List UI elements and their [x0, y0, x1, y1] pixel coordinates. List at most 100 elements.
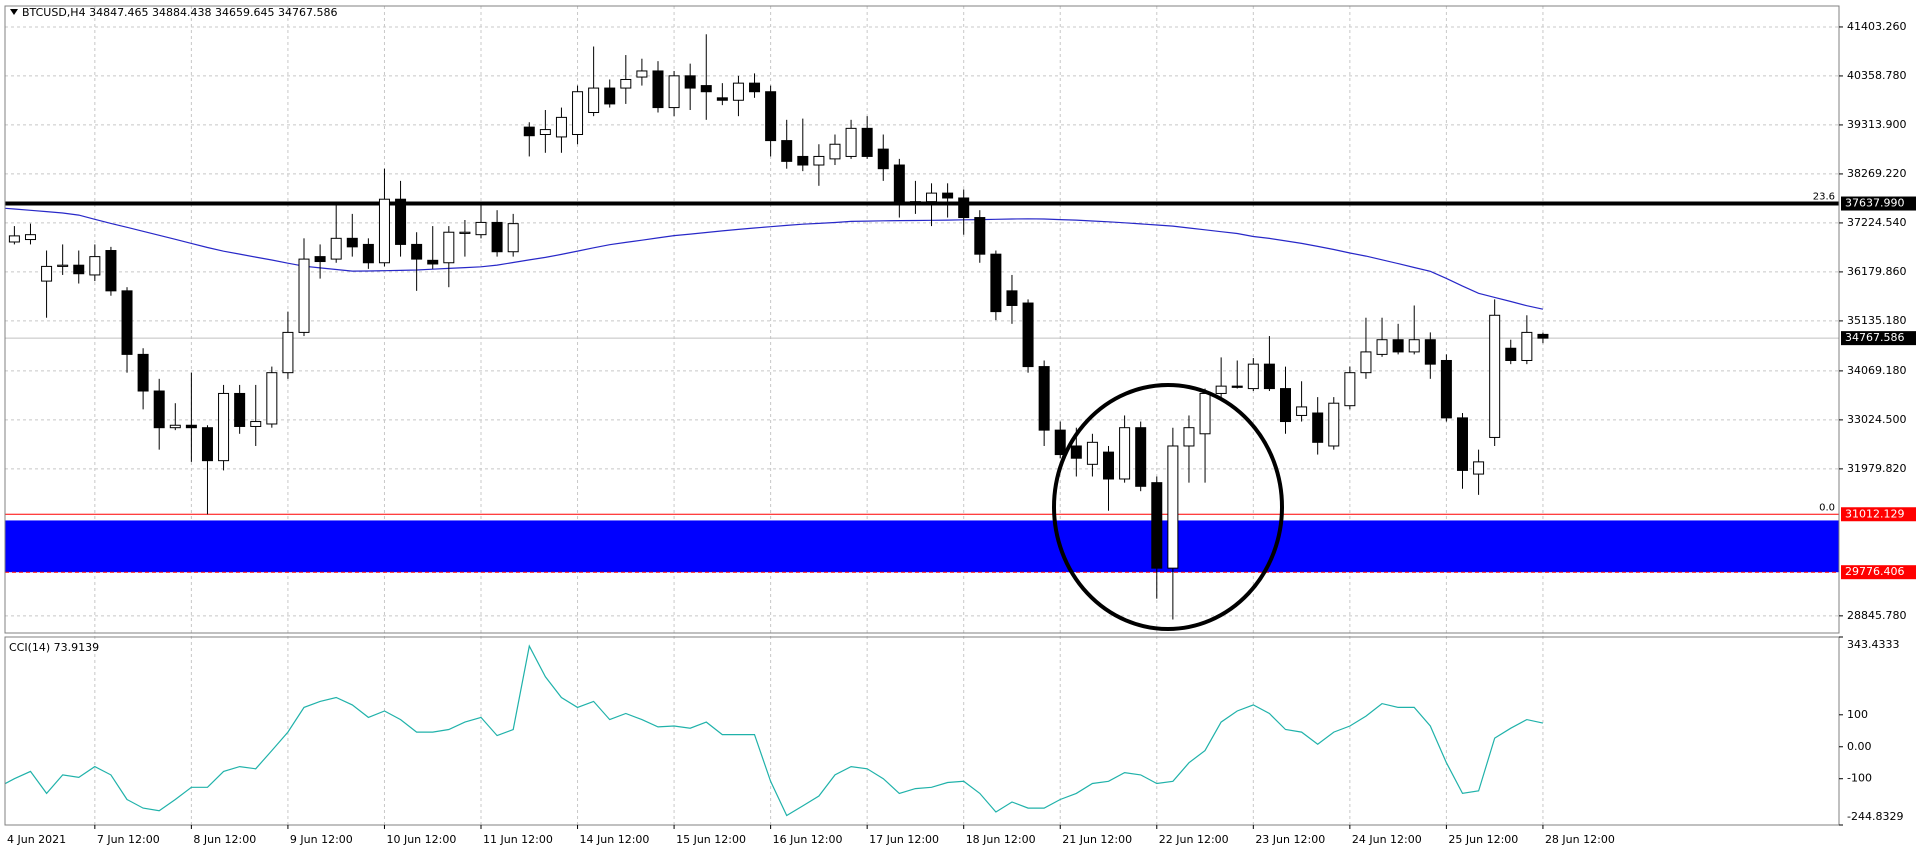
price-pane-border [4, 5, 1840, 634]
candle-body [572, 91, 584, 135]
candle-body [716, 97, 728, 101]
x-tick-label: 28 Jun 12:00 [1545, 833, 1615, 846]
candle-body [1328, 402, 1340, 447]
y-tick-label: 40358.780 [1847, 69, 1907, 82]
candle-body [1054, 429, 1066, 456]
y-tick-label: 37224.540 [1847, 216, 1907, 229]
candle-body [73, 264, 85, 275]
candle-body [555, 116, 567, 138]
fib-label: 0.0 [1819, 502, 1835, 513]
candle-body [1392, 339, 1404, 353]
candle-body [1489, 314, 1501, 438]
candle-body [234, 392, 246, 427]
x-tick-label: 9 Jun 12:00 [290, 833, 353, 846]
y-tick-label: 28845.780 [1847, 609, 1907, 622]
candle-body [1344, 372, 1356, 407]
x-tick-label: 17 Jun 12:00 [869, 833, 939, 846]
candle-body [813, 155, 825, 166]
y-tick-label: 34069.180 [1847, 364, 1907, 377]
candle-body [588, 87, 600, 114]
candle-body [990, 253, 1002, 313]
y-tick-label: -100 [1847, 772, 1872, 785]
candle-body [282, 331, 294, 374]
x-tick-label: 23 Jun 12:00 [1255, 833, 1325, 846]
candle-body [362, 243, 374, 264]
level-label: 31012.129 [1845, 507, 1905, 520]
level-tag [1841, 565, 1916, 580]
candle-body [395, 198, 407, 245]
candle-body [1135, 427, 1147, 487]
price-pane [5, 34, 1839, 620]
candle-body [1247, 363, 1259, 390]
candle-body [765, 91, 777, 142]
candle-body [1408, 339, 1420, 353]
candle-body [443, 231, 455, 264]
x-tick-label: 11 Jun 12:00 [483, 833, 553, 846]
circle-annotation [1052, 383, 1284, 631]
candle-body [185, 424, 197, 429]
fib-label: 23.6 [1813, 192, 1835, 203]
candle-body [893, 164, 905, 203]
x-tick-label: 7 Jun 12:00 [97, 833, 160, 846]
candle-body [1312, 412, 1324, 443]
candle-body [1521, 331, 1533, 361]
candle-body [974, 217, 986, 255]
candle-body [346, 237, 358, 248]
y-tick-label: 31979.820 [1847, 462, 1907, 475]
x-tick-label: 4 Jun 2021 [7, 833, 66, 846]
candle-body [250, 421, 262, 427]
candle-body [877, 148, 889, 170]
y-tick-label: 38269.220 [1847, 167, 1907, 180]
candle-body [1199, 392, 1211, 435]
indicator-title: CCI(14) 73.9139 [9, 641, 99, 654]
candle-body [684, 75, 696, 89]
candle-body [218, 392, 230, 462]
candle-body [1070, 445, 1082, 459]
candle-body [475, 221, 487, 236]
level-tag [1841, 196, 1916, 211]
candle-body [507, 223, 519, 253]
candle-body [829, 143, 841, 160]
x-tick-label: 24 Jun 12:00 [1352, 833, 1422, 846]
y-tick-label: 35135.180 [1847, 314, 1907, 327]
candle-body [1360, 351, 1372, 374]
candle-body [1424, 339, 1436, 365]
zone [5, 520, 1839, 573]
candle-body [1183, 427, 1195, 447]
candle-body [1440, 359, 1452, 419]
candle-body [121, 290, 133, 355]
candle-body [958, 197, 970, 219]
candle-body [24, 234, 36, 241]
candle-body [1296, 406, 1308, 416]
candle-body [1119, 427, 1131, 480]
candle-body [620, 78, 632, 89]
candle-body [169, 424, 181, 429]
candle-body [411, 243, 423, 260]
candle-body [427, 259, 439, 265]
candle-body [636, 70, 648, 78]
level-label: 37637.990 [1845, 197, 1905, 210]
cci-line [5, 644, 1544, 817]
candle-body [942, 192, 954, 199]
current-price-tag [1841, 331, 1916, 346]
candle-body [298, 258, 310, 333]
candle-body [57, 264, 69, 267]
candle-body [330, 237, 342, 260]
candle-body [652, 70, 664, 109]
candle-body [41, 265, 53, 282]
candle-body [89, 256, 101, 276]
candle-body [909, 201, 921, 204]
candle-body [523, 126, 535, 137]
candle-body [1038, 366, 1050, 431]
level-tag [1841, 507, 1916, 522]
candle-body [604, 87, 616, 105]
candle-body [1456, 417, 1468, 471]
candle-body [926, 192, 938, 203]
candle-body [732, 82, 744, 101]
y-tick-label: 343.4333 [1847, 638, 1900, 651]
x-tick-label: 16 Jun 12:00 [773, 833, 843, 846]
candle-body [1086, 441, 1098, 465]
